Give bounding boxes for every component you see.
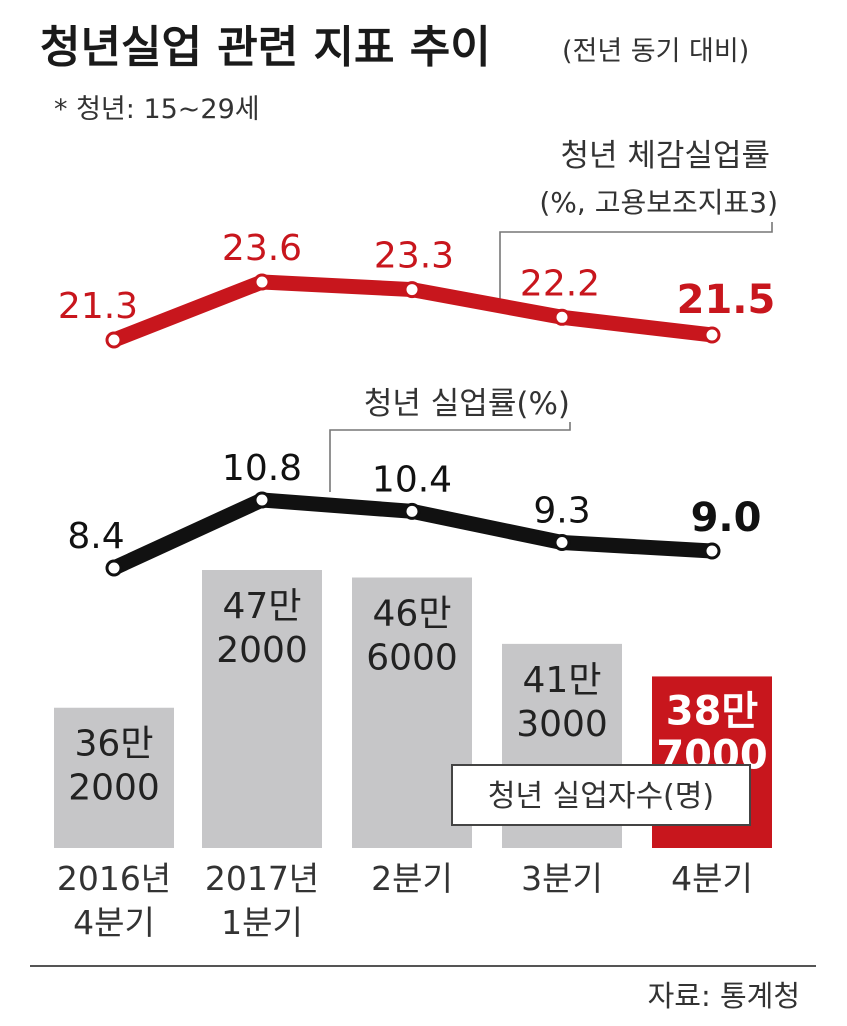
unemployment-rate-label-connector [329, 422, 571, 492]
unemployment-rate-point [253, 491, 271, 509]
perceived-rate-point [253, 273, 271, 291]
perceived-rate-point [553, 308, 571, 326]
perceived-rate-value-label: 23.6 [222, 228, 302, 269]
category-labels: 2016년 4분기 2017년 1분기 2분기 3분기 4분기 [57, 859, 753, 942]
category-label: 4분기 [73, 903, 155, 942]
unemployment-rate-value-label: 9.0 [691, 495, 762, 541]
perceived-rate-value-label: 21.5 [677, 277, 776, 323]
category-label: 2017년 [205, 859, 319, 898]
bar-value-label: 2000 [68, 768, 160, 809]
perceived-rate-value-label: 22.2 [520, 263, 600, 304]
perceived-rate-label-detail: (%, 고용보조지표3) [539, 186, 778, 219]
category-label: 3분기 [521, 859, 603, 898]
category-label: 2분기 [371, 859, 453, 898]
category-label: 1분기 [221, 903, 303, 942]
category-label: 4분기 [671, 859, 753, 898]
bar-value-label: 46만 [373, 594, 452, 635]
bar-value-label: 38만 [666, 688, 759, 734]
unemployment-rate-point [403, 502, 421, 520]
unemployed-count-legend: 청년 실업자수(명) [488, 779, 714, 814]
bar-value-label: 2000 [216, 630, 308, 671]
lines-layer: 21.3 23.6 23.3 22.2 21.5 8.4 10.8 10.4 9.3 9.0 [58, 228, 776, 577]
unemployment-rate-label: 청년 실업률(%) [364, 386, 570, 422]
unemployed-count-legend-box [451, 764, 751, 826]
bar-value-label: 3000 [516, 704, 608, 745]
chart-subtitle: (전년 동기 대비) [562, 36, 749, 67]
perceived-rate-label-connector [499, 222, 773, 306]
perceived-rate-value-label: 21.3 [58, 286, 138, 327]
bar-value-label: 41만 [523, 660, 602, 701]
unemployment-rate-value-label: 9.3 [533, 491, 590, 532]
bar-value-label: 47만 [223, 586, 302, 627]
bar-value-label: 6000 [366, 638, 458, 679]
unemployment-rate-point [703, 542, 721, 560]
source-note: 자료: 통계청 [648, 979, 800, 1013]
category-label: 2016년 [57, 859, 171, 898]
bar [202, 570, 322, 848]
age-note: * 청년: 15~29세 [54, 94, 260, 125]
unemployment-rate-point [553, 534, 571, 551]
unemployment-rate-point [105, 559, 123, 577]
unemployment-rate-value-label: 8.4 [67, 516, 124, 557]
unemployment-rate-value-label: 10.8 [222, 448, 302, 489]
bar-value-label: 36만 [75, 724, 154, 765]
perceived-rate-point [105, 331, 123, 349]
bar [54, 707, 174, 848]
perceived-rate-point [403, 281, 421, 299]
perceived-rate-value-label: 23.3 [374, 236, 454, 277]
perceived-rate-label: 청년 체감실업률 [561, 138, 771, 174]
chart-title: 청년실업 관련 지표 추이 [40, 22, 491, 73]
perceived-rate-point [703, 326, 721, 344]
unemployment-rate-value-label: 10.4 [372, 459, 452, 500]
